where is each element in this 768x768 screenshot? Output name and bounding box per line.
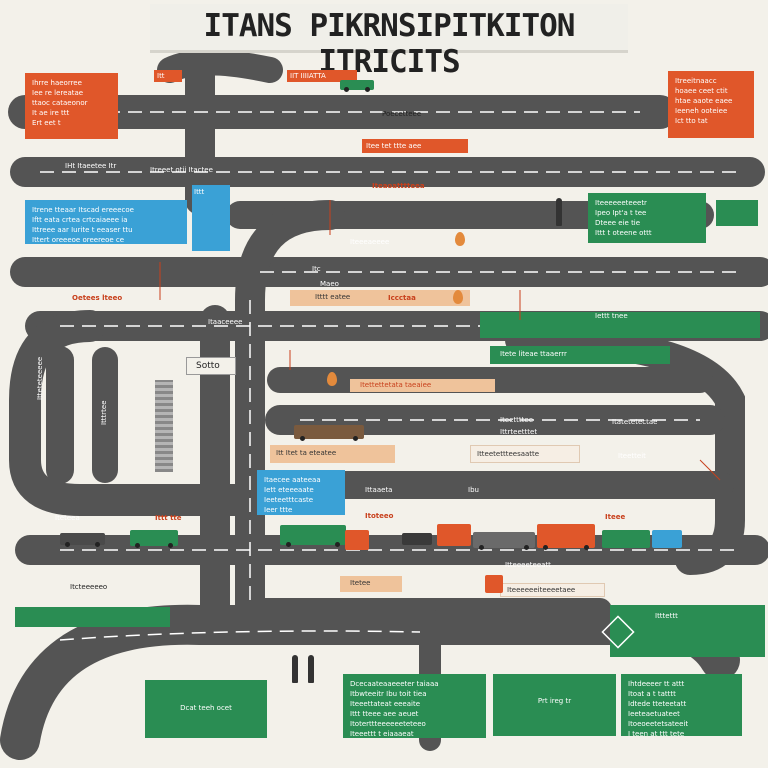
car-dark-left [60,533,105,547]
road-top-loop [157,49,283,83]
green-tab-right [716,200,758,226]
info-box-blue-left: Itrene tteaar Itscad ereeecoe Iftt eata … [25,200,187,244]
page-title: ITANS PIKRNSIPITKITON ITRICITS [203,8,576,80]
van-green-right [602,530,650,548]
truck-orange-mid [437,524,471,546]
road-label-lower-2: Iteteea [55,514,80,522]
car-top [340,80,374,92]
road-label-mid-a: Iteettttee [500,416,534,424]
tag-top-2: IIT IIIIATTA [287,70,357,82]
bus-mid [294,425,364,441]
side-label: Itc [312,265,321,273]
road-label-sign-a: Iteeeaeeee [350,238,390,246]
truck-orange-right [537,524,595,550]
vertical-label-1: Itteteteeeee [36,356,44,400]
info-box-green-bottom-left: Dcat teeh ocet [145,680,267,738]
road-curve-a [235,200,345,635]
van-green-left [130,530,178,548]
tan-road-box-1: Itt Itet ta eteatee [270,445,395,463]
tan-ribbon: Itttt eatee [290,290,470,306]
road-label-lower-1: Ittaaeta [365,486,393,494]
info-box-green-bottom-center-left: Dcecaateaaeeeter taiaaa Itbwteeitr Ibu t… [343,674,486,738]
info-box-blue-mid-left: Itaecee aateeaa Iett eteeeaate Ieeteettt… [257,470,345,515]
green-right-lower-label: Itcteeeeeo [70,583,108,591]
road-label-tan-3: Ibu [468,486,479,494]
blue-signpost: Ittt [192,185,230,251]
maize-label: Maeo [320,280,339,288]
red-small-1: Ittt tte [155,514,182,522]
station-label: Sotto [196,361,220,371]
green-strip-mid: Itete liteae ttaaerrr [490,346,670,364]
car-dark-mid [402,533,432,545]
road-label-mid-b: Ittrteetttet [500,428,538,436]
truck-cab-orange [345,530,369,550]
info-box-green-bottom-right: Ihtdeeeer tt attt Itoat a t tatttt Idted… [621,674,742,736]
green-strip-right [480,312,760,338]
road-label-right-b: Iteetteit [618,452,646,460]
person-figure-2 [292,655,298,683]
right-strip-label: Iettt tnee [595,312,628,320]
right-edge-label: Itttettt [655,612,678,620]
ribbon-label-b: Iccctaa [388,294,416,302]
van-blue-right [652,530,682,548]
red-small-3: Iteee [605,513,626,521]
orange-strip-mid: Itettettetata taeaiee [350,379,495,392]
info-box-green-right-top: Iteeeeeeteeetr Ipeo Ipt'a t tee Dteee ei… [588,193,706,243]
lower-orange-label: Itteeeeteeatt [505,561,551,569]
bus-grey [473,532,535,550]
skyscraper-illustration [155,380,173,472]
truck-green-1 [280,525,346,547]
red-heading: Iteaoatttteea [372,182,425,190]
person-figure-3 [308,655,314,683]
road-label-mid-1: Itaaceeee [208,318,243,326]
lower-pale-box: Iteeeeeeiteeeetaee [500,583,605,597]
info-box-orange-top-left: Ihrre haeorree Iee re lereatae ttaoc cat… [25,73,118,139]
info-box-orange-top-right: Itreeitnaacc hoaee ceet ctit htae aaote … [668,71,754,138]
info-box-green-bottom-center-right: Prt ireg tr [493,674,616,736]
road-left-loop [9,310,256,516]
green-strip-lower-right [610,605,765,657]
vertical-label-2: Itttrtee [100,400,108,425]
road-label-left-2: Itreeet otii Itactee [150,166,213,174]
lower-tan-box: Itetee [340,576,402,592]
title-banner [150,4,628,53]
diamond-road-sign [601,615,635,649]
person-figure-1 [556,198,562,226]
map-pin-1 [327,372,337,386]
pale-road-box: Itteetettteesaatte [470,445,580,463]
orange-strip-top: Itee tet ttte aee [362,139,468,153]
green-strip-lower-left [15,607,170,627]
red-small-2: Itoteeo [365,512,394,520]
station-sign [186,357,236,375]
tag-top-1: Itt [154,70,182,82]
truck-orange-lower [485,575,503,593]
map-pin-3 [453,290,463,304]
road-label-left-1: IHt Itaeetee Itr [65,162,117,170]
road-label-right-a: Itatetetectae [612,418,658,426]
orange-small-label: Oetees lteeo [72,294,123,302]
road-label-top: Poecetteee [382,110,422,118]
map-pin-2 [455,232,465,246]
